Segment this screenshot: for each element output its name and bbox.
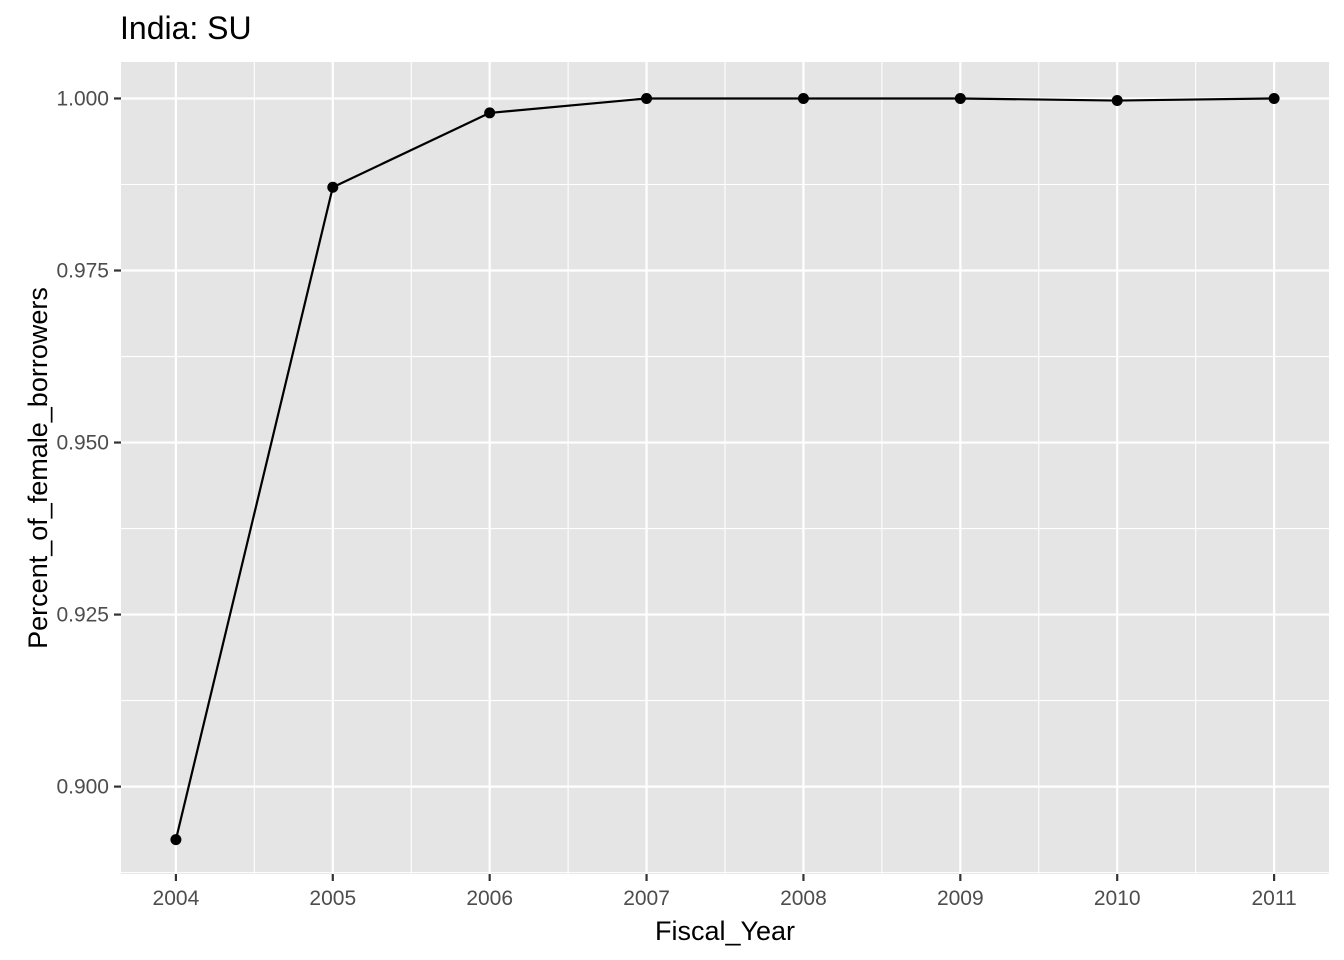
y-tick-label: 0.950 <box>56 432 109 455</box>
data-point <box>797 92 809 104</box>
chart-title: India: SU <box>120 10 252 46</box>
data-point <box>327 181 339 193</box>
x-tick-label: 2006 <box>466 887 513 910</box>
series-layer <box>170 92 1280 846</box>
data-point <box>641 92 653 104</box>
y-tick-label: 0.925 <box>56 604 109 627</box>
x-tick-label: 2005 <box>309 887 356 910</box>
series-line <box>174 97 1275 840</box>
major-gridlines <box>121 62 1329 874</box>
data-point <box>1268 92 1280 104</box>
y-axis-title: Percent_of_female_borrowers <box>23 287 53 649</box>
minor-gridlines <box>121 62 1329 874</box>
data-point <box>484 107 496 119</box>
x-tick-label: 2009 <box>937 887 984 910</box>
data-point <box>1111 95 1123 107</box>
x-axis-title: Fiscal_Year <box>655 916 795 946</box>
data-point <box>954 92 966 104</box>
y-tick-label: 0.975 <box>56 260 109 283</box>
x-tick-label: 2011 <box>1252 887 1297 910</box>
x-tick-label: 2007 <box>623 887 670 910</box>
x-tick-label: 2010 <box>1094 887 1141 910</box>
x-tick-label: 2004 <box>153 887 200 910</box>
y-tick-label: 1.000 <box>56 87 109 110</box>
axes-layer: 2004 2005 2006 2007 2008 2009 2010 2011 0.900 0.9… <box>56 87 1296 910</box>
data-point <box>170 834 182 846</box>
y-tick-label: 0.900 <box>56 776 109 799</box>
x-tick-label: 2008 <box>780 887 827 910</box>
